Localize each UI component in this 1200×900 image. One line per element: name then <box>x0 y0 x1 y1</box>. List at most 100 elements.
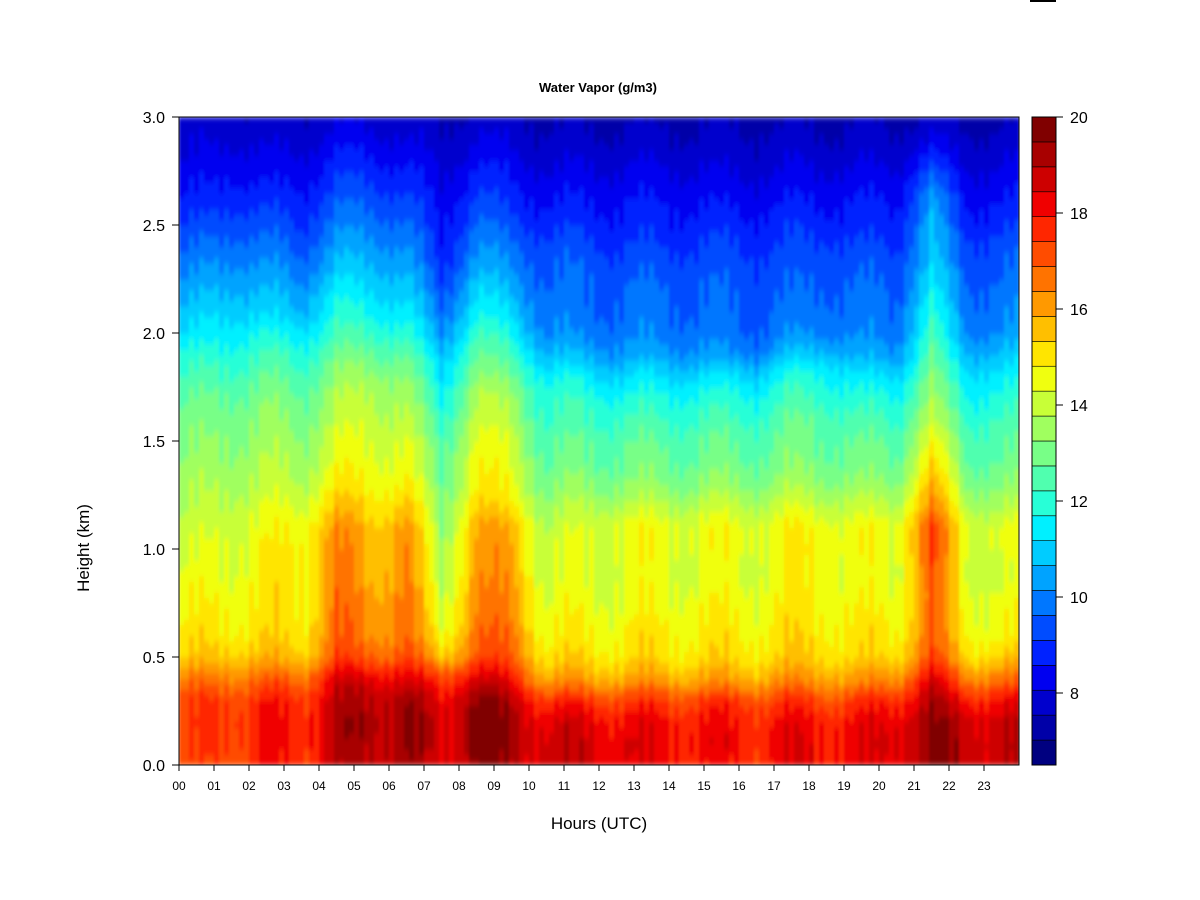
heatmap-cell <box>334 117 340 123</box>
heatmap-cell <box>199 468 205 474</box>
heatmap-cell <box>319 430 325 437</box>
heatmap-cell <box>344 473 350 480</box>
heatmap-cell <box>194 392 200 399</box>
heatmap-cell <box>209 597 215 604</box>
heatmap-cell <box>374 700 380 707</box>
heatmap-cell <box>239 381 245 388</box>
heatmap-cell <box>369 300 375 307</box>
heatmap-cell <box>324 327 330 334</box>
heatmap-cell <box>269 711 275 717</box>
heatmap-cell <box>309 349 315 356</box>
heatmap-cell <box>309 397 315 404</box>
heatmap-cell <box>194 203 200 210</box>
heatmap-cell <box>239 630 245 636</box>
heatmap-cell <box>324 576 330 582</box>
heatmap-cell <box>364 284 370 291</box>
heatmap-cell <box>219 489 225 496</box>
heatmap-cell <box>334 284 340 291</box>
heatmap-cell <box>304 338 310 345</box>
heatmap-cell <box>264 667 270 674</box>
heatmap-cell <box>179 403 185 410</box>
heatmap-cell <box>309 759 315 765</box>
heatmap-cell <box>274 619 280 626</box>
heatmap-cell <box>199 338 205 345</box>
heatmap-cell <box>234 716 240 723</box>
heatmap-cell <box>229 214 235 221</box>
heatmap-cell <box>179 586 185 593</box>
heatmap-cell <box>309 192 315 199</box>
heatmap-cell <box>254 743 260 750</box>
heatmap-cell <box>184 414 190 420</box>
heatmap-cell <box>349 592 355 599</box>
heatmap-cell <box>374 738 380 744</box>
heatmap-cell <box>314 279 320 285</box>
heatmap-cell <box>369 527 375 534</box>
heatmap-cell <box>329 149 335 156</box>
heatmap-cell <box>254 451 260 458</box>
heatmap-cell <box>324 608 330 615</box>
heatmap-cell <box>304 408 310 415</box>
heatmap-cell <box>319 327 325 334</box>
heatmap-cell <box>384 559 390 566</box>
heatmap-cell <box>319 230 325 237</box>
heatmap-cell <box>364 700 370 707</box>
heatmap-cell <box>244 349 250 356</box>
heatmap-cell <box>239 279 245 285</box>
heatmap-cell <box>254 171 260 177</box>
heatmap-cell <box>379 252 385 258</box>
heatmap-cell <box>264 495 270 501</box>
heatmap-cell <box>374 349 380 356</box>
heatmap-cell <box>249 171 255 177</box>
heatmap-cell <box>339 505 345 512</box>
heatmap-cell <box>299 403 305 410</box>
heatmap-cell <box>289 684 295 690</box>
heatmap-cell <box>379 613 385 620</box>
heatmap-cell <box>184 489 190 496</box>
heatmap-cell <box>319 252 325 258</box>
heatmap-cell <box>324 316 330 323</box>
heatmap-cell <box>264 117 270 123</box>
heatmap-cell <box>214 279 220 285</box>
heatmap-cell <box>219 732 225 739</box>
heatmap-cell <box>369 295 375 302</box>
heatmap-cell <box>204 500 210 507</box>
heatmap-cell <box>279 381 285 388</box>
heatmap-cell <box>264 435 270 442</box>
heatmap-cell <box>299 365 305 372</box>
heatmap-cell <box>184 138 190 145</box>
heatmap-cell <box>349 289 355 296</box>
heatmap-cell <box>379 381 385 388</box>
heatmap-cell <box>259 684 265 690</box>
heatmap-cell <box>384 527 390 534</box>
heatmap-cell <box>314 316 320 323</box>
heatmap-cell <box>269 748 275 755</box>
heatmap-cell <box>234 727 240 734</box>
heatmap-cell <box>289 505 295 512</box>
heatmap-cell <box>279 570 285 577</box>
heatmap-cell <box>309 673 315 680</box>
heatmap-cell <box>364 657 370 663</box>
heatmap-cell <box>299 257 305 264</box>
heatmap-cell <box>329 214 335 221</box>
heatmap-cell <box>224 759 230 765</box>
heatmap-cell <box>304 657 310 663</box>
heatmap-cell <box>259 721 265 728</box>
heatmap-cell <box>189 349 195 356</box>
heatmap-cell <box>369 306 375 312</box>
heatmap-cell <box>284 727 290 734</box>
heatmap-cell <box>319 754 325 761</box>
heatmap-cell <box>269 527 275 534</box>
heatmap-cell <box>304 354 310 361</box>
heatmap-cell <box>259 230 265 237</box>
heatmap-cell <box>279 759 285 765</box>
heatmap-cell <box>194 424 200 431</box>
heatmap-cell <box>189 603 195 609</box>
heatmap-cell <box>294 203 300 210</box>
heatmap-cell <box>269 316 275 323</box>
heatmap-cell <box>364 705 370 712</box>
heatmap-cell <box>224 646 230 653</box>
heatmap-cell <box>284 133 290 140</box>
heatmap-cell <box>259 565 265 572</box>
heatmap-cell <box>189 424 195 431</box>
heatmap-cell <box>374 122 380 129</box>
